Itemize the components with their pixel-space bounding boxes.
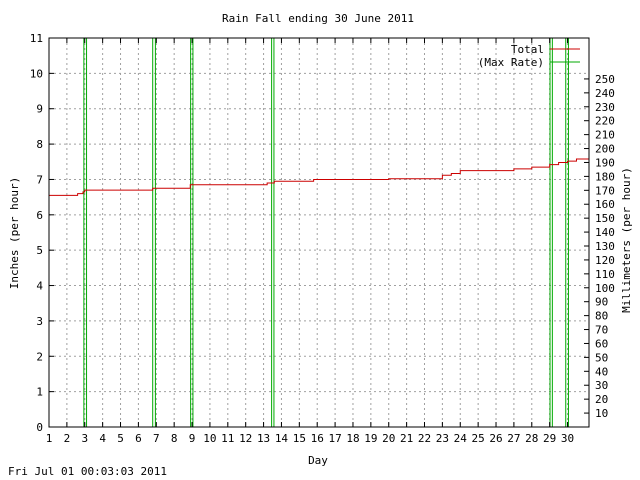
y2-tick-label: 130: [595, 240, 615, 253]
x-tick-label: 28: [525, 432, 538, 445]
y2-tick-label: 40: [595, 365, 608, 378]
y-tick-label: 0: [36, 421, 43, 434]
x-tick-label: 17: [328, 432, 341, 445]
x-axis-label: Day: [308, 454, 328, 467]
y2-tick-label: 150: [595, 212, 615, 225]
y2-tick-label: 10: [595, 407, 608, 420]
y-tick-label: 10: [30, 67, 43, 80]
x-tick-label: 3: [81, 432, 88, 445]
y-tick-label: 1: [36, 386, 43, 399]
x-tick-label: 9: [189, 432, 196, 445]
x-tick-label: 18: [346, 432, 359, 445]
y2-tick-label: 60: [595, 337, 608, 350]
y2-tick-label: 80: [595, 310, 608, 323]
y2-tick-label: 120: [595, 254, 615, 267]
x-tick-label: 11: [221, 432, 234, 445]
y2-tick-label: 200: [595, 143, 615, 156]
x-tick-label: 30: [561, 432, 574, 445]
x-tick-label: 22: [418, 432, 431, 445]
generated-timestamp: Fri Jul 01 00:03:03 2011: [8, 465, 167, 478]
x-tick-label: 4: [99, 432, 106, 445]
x-tick-label: 20: [382, 432, 395, 445]
y2-tick-label: 180: [595, 170, 615, 183]
x-tick-label: 19: [364, 432, 377, 445]
y-tick-label: 3: [36, 315, 43, 328]
x-tick-label: 1: [46, 432, 53, 445]
legend: Total(Max Rate): [478, 43, 580, 69]
y2-tick-label: 140: [595, 226, 615, 239]
y2-tick-label: 30: [595, 379, 608, 392]
y-tick-label: 6: [36, 209, 43, 222]
y2-axis-label: Millimeters (per hour): [620, 167, 633, 313]
plot-frame: [48, 37, 590, 428]
x-tick-label: 25: [472, 432, 485, 445]
x-tick-label: 6: [135, 432, 142, 445]
y-tick-label: 7: [36, 173, 43, 186]
x-tick-label: 13: [257, 432, 270, 445]
chart-title: Rain Fall ending 30 June 2011: [222, 12, 414, 25]
x-tick-label: 16: [311, 432, 324, 445]
y2-tick-label: 220: [595, 115, 615, 128]
y2-tick-label: 100: [595, 282, 615, 295]
total-series-line: [49, 158, 590, 196]
x-tick-label: 23: [436, 432, 449, 445]
x-tick-label: 14: [275, 432, 289, 445]
y-tick-label: 5: [36, 244, 43, 257]
y2-tick-label: 250: [595, 73, 615, 86]
axis-ticks: 1 2 3 4 5 6 7 8 9 10 11 12 13 14 15 16 17 18 19 20 21 22 23 24 2…: [30, 32, 615, 445]
x-tick-label: 24: [454, 432, 468, 445]
grid: [49, 38, 589, 427]
x-tick-label: 26: [489, 432, 502, 445]
y2-tick-label: 110: [595, 268, 615, 281]
y2-tick-label: 210: [595, 129, 615, 142]
legend-label: (Max Rate): [478, 56, 544, 69]
x-tick-label: 2: [64, 432, 71, 445]
y2-tick-label: 160: [595, 198, 615, 211]
x-tick-label: 27: [507, 432, 520, 445]
y2-tick-label: 70: [595, 324, 608, 337]
x-tick-label: 10: [203, 432, 216, 445]
x-tick-label: 8: [171, 432, 178, 445]
y2-tick-label: 230: [595, 101, 615, 114]
y-tick-label: 2: [36, 350, 43, 363]
x-tick-label: 15: [293, 432, 306, 445]
x-tick-label: 21: [400, 432, 413, 445]
legend-label: Total: [511, 43, 544, 56]
y2-tick-label: 170: [595, 184, 615, 197]
y-tick-label: 11: [30, 32, 43, 45]
y-axis-label: Inches (per hour): [8, 177, 21, 290]
x-tick-label: 29: [543, 432, 556, 445]
x-tick-label: 5: [117, 432, 124, 445]
y2-tick-label: 90: [595, 296, 608, 309]
y-tick-label: 8: [36, 138, 43, 151]
x-tick-label: 12: [239, 432, 252, 445]
x-tick-label: 7: [153, 432, 160, 445]
y2-tick-label: 50: [595, 351, 608, 364]
y2-tick-label: 240: [595, 87, 615, 100]
y2-tick-label: 190: [595, 156, 615, 169]
y-tick-label: 4: [36, 280, 43, 293]
y-tick-label: 9: [36, 103, 43, 116]
y2-tick-label: 20: [595, 393, 608, 406]
plot-series: [49, 38, 590, 427]
